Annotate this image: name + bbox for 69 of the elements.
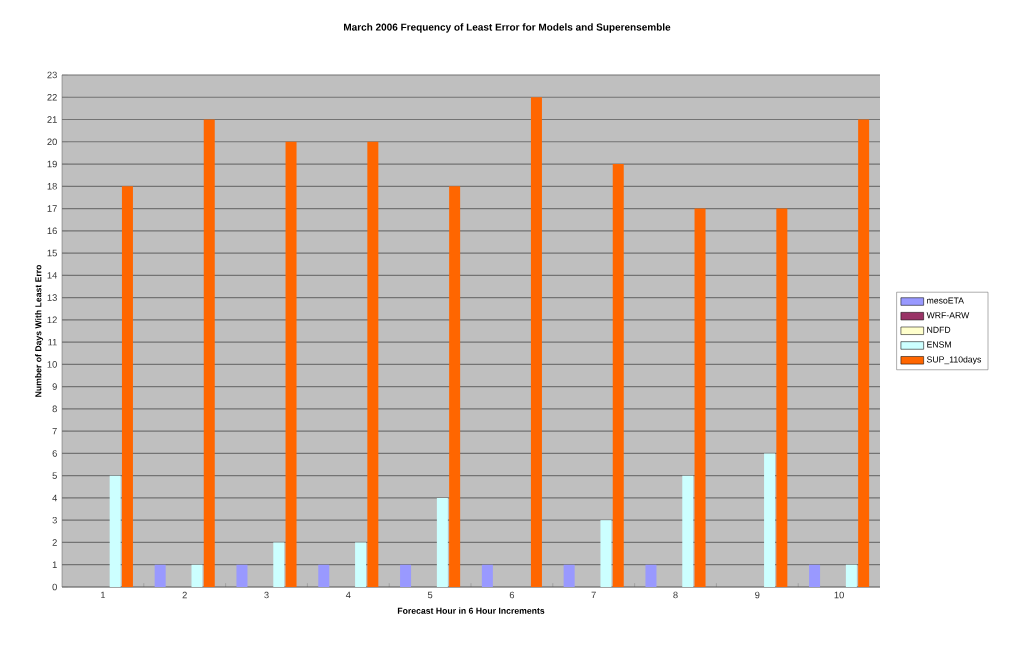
bar [436,497,448,587]
bar [600,520,612,587]
y-tick-label: 21 [47,116,57,123]
bar [191,564,203,587]
x-tick-label: 6 [509,591,515,599]
bar [809,564,821,587]
chart-title: March 2006 Frequency of Least Error for Models and Superensemble [344,23,671,33]
legend-label: ENSM [927,341,951,348]
y-tick-label: 20 [47,138,57,146]
bar [845,564,857,587]
y-tick-label: 2 [52,539,57,546]
bar [682,475,694,587]
x-tick-label: 3 [264,591,269,599]
y-tick-label: 18 [47,183,57,190]
x-tick-label: 4 [345,591,351,599]
bar [612,164,624,587]
bar [154,564,166,587]
y-tick-label: 15 [47,249,57,257]
bar [285,141,297,587]
x-tick-label: 8 [673,591,678,599]
legend-label: SUP_110days [926,356,982,365]
y-tick-label: 13 [47,294,57,301]
y-tick-label: 5 [52,472,57,479]
x-tick-label: 7 [591,591,596,599]
x-tick-label: 5 [427,591,433,599]
x-tick-label: 2 [182,591,187,599]
bar [236,564,248,587]
y-tick-label: 19 [47,160,57,168]
y-tick-label: 16 [47,227,57,235]
y-tick-label: 17 [47,205,57,212]
y-tick-label: 23 [47,71,57,79]
bar [530,97,542,587]
y-tick-label: 0 [52,583,57,591]
bar [109,475,121,587]
bar [400,564,412,587]
bar [273,542,285,587]
bar [121,186,133,587]
y-tick-label: 6 [52,450,57,457]
bar [776,208,788,587]
bar [645,564,657,587]
y-axis-title: Number of Days With Least Erro [35,264,44,397]
y-tick-label: 22 [47,94,57,101]
legend-label: WRF-ARW [926,312,970,319]
y-tick-label: 10 [47,361,57,368]
y-tick-label: 7 [52,427,57,435]
bar [694,208,706,587]
x-tick-label: 9 [755,591,760,599]
bar [764,453,776,587]
bar [858,119,870,587]
y-tick-label: 4 [52,494,58,502]
y-tick-label: 9 [52,383,57,390]
bar [367,141,379,587]
bar [318,564,330,587]
bar [481,564,493,587]
y-tick-label: 1 [52,561,57,568]
x-tick-label: 10 [834,591,844,599]
y-tick-label: 8 [52,405,57,413]
bar [449,186,461,587]
bar [203,119,215,587]
y-tick-label: 14 [47,272,58,279]
y-tick-label: 3 [52,516,57,524]
bar [355,542,367,587]
legend-label: NDFD [927,326,951,333]
x-tick-label: 1 [101,591,106,599]
x-axis-title: Forecast Hour in 6 Hour Increments [397,607,545,614]
y-tick-label: 12 [47,316,57,324]
bar [563,564,575,587]
y-tick-label: 11 [48,338,57,346]
legend-label: mesoETA [927,297,964,304]
